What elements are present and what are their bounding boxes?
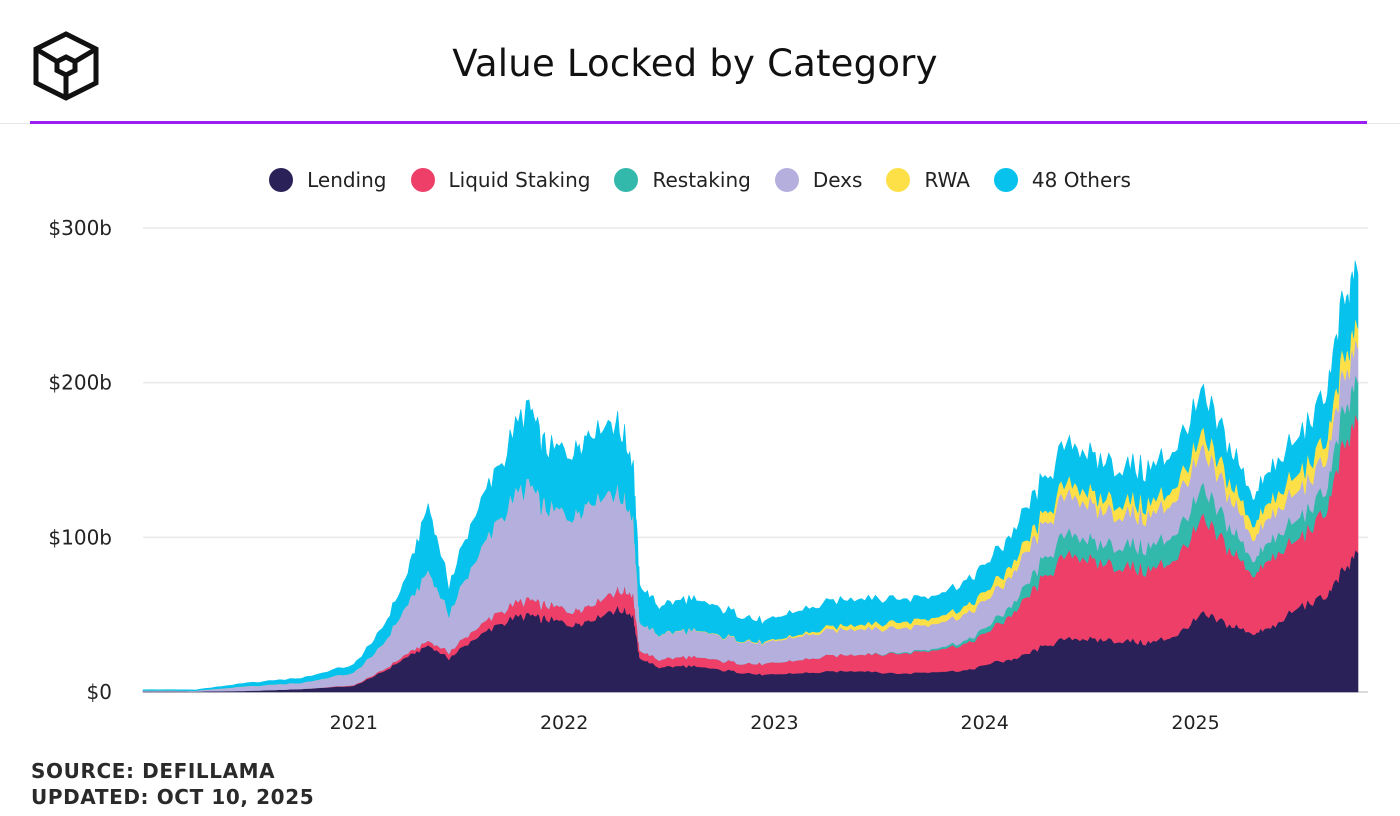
y-tick-label: $0 xyxy=(87,680,112,704)
area-series-48-others xyxy=(142,260,1359,692)
legend-item: 48 Others xyxy=(993,168,1131,192)
legend-swatch xyxy=(774,168,799,192)
y-tick-label: $100b xyxy=(48,525,112,549)
header-accent-line xyxy=(30,121,1367,124)
legend-swatch xyxy=(410,168,435,192)
y-axis: $0 $100b $200b $300b xyxy=(48,216,112,704)
cube-logo-icon xyxy=(33,31,99,101)
legend-swatch xyxy=(886,168,911,192)
updated-note: UPDATED: OCT 10, 2025 xyxy=(31,785,315,809)
y-tick-label: $300b xyxy=(48,216,112,240)
chart-series xyxy=(142,260,1359,693)
header: Value Locked by Category xyxy=(0,0,1400,124)
legend-item: Lending xyxy=(269,168,387,192)
chart-legend: Lending Liquid Staking Restaking Dexs RWA 48 … xyxy=(0,162,1400,198)
legend-swatch xyxy=(614,168,639,192)
legend-swatch xyxy=(993,168,1018,192)
x-tick-label: 2025 xyxy=(1171,712,1219,734)
x-tick-label: 2024 xyxy=(961,712,1009,734)
legend-swatch xyxy=(269,168,294,192)
legend-label: Liquid Staking xyxy=(448,168,591,192)
legend-label: Restaking xyxy=(652,168,751,192)
legend-item: Dexs xyxy=(774,168,863,192)
legend-label: Dexs xyxy=(812,168,863,192)
source-note: SOURCE: DEFILLAMA xyxy=(31,759,276,783)
page-title: Value Locked by Category xyxy=(452,42,938,85)
legend-label: 48 Others xyxy=(1031,168,1131,192)
legend-label: Lending xyxy=(307,168,387,192)
x-tick-label: 2022 xyxy=(540,712,588,734)
y-tick-label: $200b xyxy=(48,371,112,395)
legend-item: Liquid Staking xyxy=(410,168,591,192)
legend-label: RWA xyxy=(924,168,970,192)
x-tick-label: 2023 xyxy=(750,712,798,734)
legend-item: RWA xyxy=(886,168,970,192)
legend-item: Restaking xyxy=(614,168,751,192)
x-tick-label: 2021 xyxy=(330,712,378,734)
footer: SOURCE: DEFILLAMA UPDATED: OCT 10, 2025 xyxy=(31,758,314,810)
x-axis: 2021 2022 2023 2024 2025 xyxy=(330,712,1220,734)
